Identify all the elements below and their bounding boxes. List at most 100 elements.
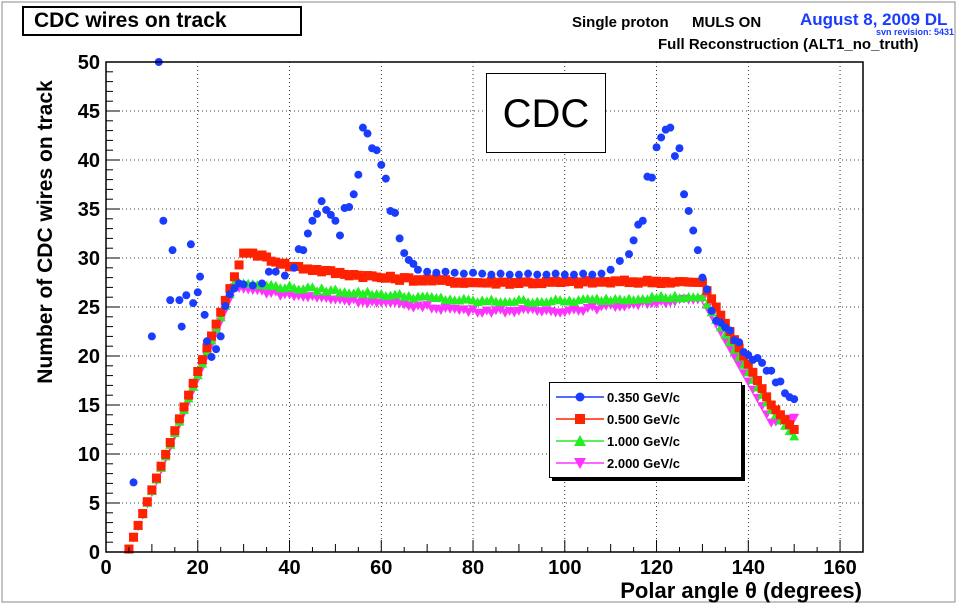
data-point — [422, 301, 433, 311]
data-point — [394, 289, 405, 299]
data-point — [248, 248, 258, 258]
data-point — [537, 279, 547, 289]
data-point — [579, 269, 588, 278]
data-point — [592, 277, 602, 287]
data-point — [720, 318, 730, 328]
y-tick-label: 35 — [78, 199, 100, 221]
data-point — [285, 262, 295, 272]
data-point — [344, 271, 354, 281]
data-point — [697, 278, 707, 287]
data-point — [390, 274, 400, 284]
data-point — [220, 295, 230, 305]
data-point — [151, 473, 161, 483]
data-point — [724, 344, 735, 354]
data-point — [335, 231, 344, 240]
data-point — [762, 392, 772, 402]
y-tick-label: 25 — [78, 297, 100, 319]
data-point — [312, 265, 322, 275]
data-point — [711, 302, 721, 312]
data-point — [459, 278, 469, 288]
data-point — [225, 290, 234, 299]
data-point — [372, 272, 382, 282]
data-point — [729, 352, 740, 362]
y-tick-label: 0 — [89, 542, 100, 564]
data-point — [331, 216, 340, 225]
data-point — [142, 497, 152, 507]
x-tick-label: 0 — [100, 557, 111, 579]
y-axis-label: Number of CDC wires on track — [34, 80, 57, 384]
data-point — [684, 206, 693, 215]
data-point — [349, 270, 359, 280]
data-point — [156, 461, 166, 471]
data-point — [514, 270, 523, 279]
data-point — [188, 378, 198, 388]
data-point — [707, 294, 717, 304]
axis-ticks: 0 20 40 60 80 100 120 140 160 0 5 10 15 20 25 30 35 40 45 5… — [78, 52, 864, 579]
data-point — [469, 268, 478, 277]
data-point — [735, 338, 744, 347]
data-point — [491, 279, 501, 289]
data-point — [551, 276, 561, 286]
data-point — [625, 250, 634, 259]
data-point — [509, 277, 519, 287]
x-tick-label: 60 — [370, 557, 392, 579]
data-point — [357, 289, 368, 299]
legend-entry-0500: 0.500 GeV/c — [550, 409, 740, 429]
legend: 0.350 GeV/c 0.500 GeV/c 1.000 GeV/c 2.00… — [549, 382, 742, 478]
data-point — [363, 271, 373, 281]
data-point — [473, 278, 483, 288]
data-point — [468, 305, 479, 315]
data-point — [629, 236, 638, 245]
data-point — [478, 269, 487, 278]
data-point — [252, 251, 262, 261]
data-point — [179, 402, 189, 412]
data-point — [363, 129, 372, 138]
data-point — [790, 395, 799, 404]
data-point — [481, 306, 492, 316]
data-point — [675, 144, 684, 153]
data-point — [693, 246, 702, 255]
data-point — [450, 278, 460, 288]
data-point — [441, 275, 451, 285]
data-point — [487, 270, 496, 279]
data-point — [560, 270, 569, 279]
data-point — [619, 275, 629, 285]
data-point — [317, 267, 327, 277]
data-point — [689, 226, 698, 235]
data-point — [670, 277, 680, 287]
data-point — [555, 278, 565, 288]
data-point — [321, 265, 331, 275]
data-point — [514, 279, 524, 289]
data-point — [587, 278, 597, 288]
data-point — [234, 260, 244, 270]
data-point — [348, 295, 359, 305]
data-point — [353, 270, 363, 280]
legend-label: 2.000 GeV/c — [607, 456, 680, 471]
data-point — [248, 281, 257, 290]
data-point — [505, 270, 514, 279]
data-point — [652, 143, 661, 152]
data-point — [665, 293, 676, 303]
data-point — [330, 284, 341, 294]
data-point — [317, 197, 326, 206]
data-point — [720, 329, 731, 339]
data-point — [182, 291, 191, 300]
data-point — [376, 273, 386, 283]
data-point — [665, 278, 675, 288]
data-point — [271, 257, 281, 267]
data-point — [175, 296, 184, 305]
data-point — [776, 377, 785, 386]
data-point — [257, 279, 266, 288]
data-point — [533, 270, 542, 279]
data-point — [560, 277, 570, 287]
data-point — [266, 256, 276, 266]
data-point — [377, 160, 386, 169]
data-point — [404, 273, 414, 283]
data-point — [399, 273, 409, 283]
data-series — [123, 58, 800, 555]
y-tick-label: 30 — [78, 248, 100, 270]
data-point — [221, 302, 230, 311]
data-point — [789, 413, 800, 423]
data-point — [523, 277, 533, 287]
